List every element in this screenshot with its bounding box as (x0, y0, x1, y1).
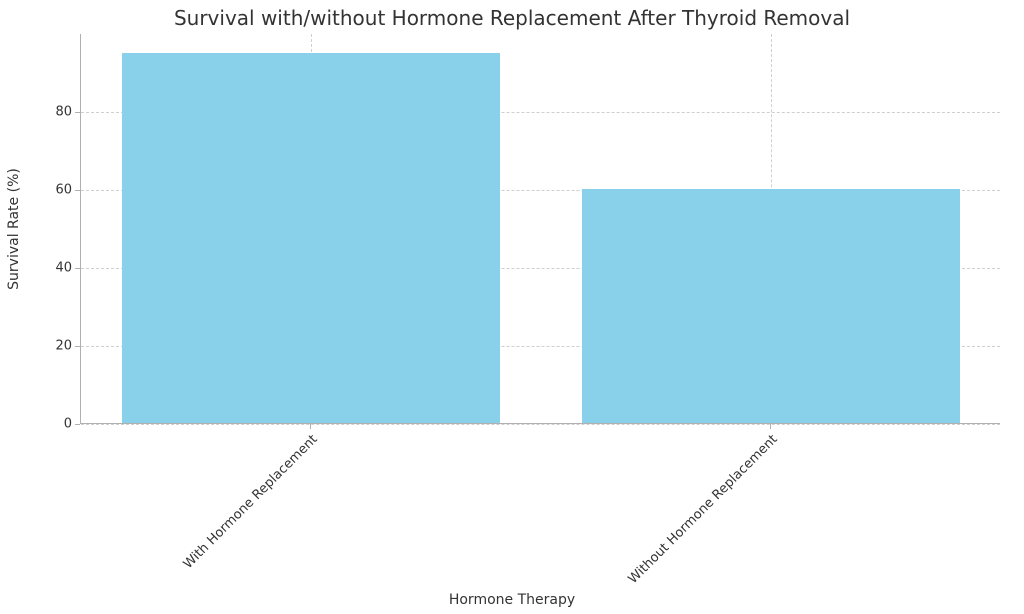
y-tick-mark (75, 346, 80, 347)
x-tick-mark (310, 424, 311, 429)
gridline-h (81, 424, 1000, 425)
x-tick-label: Without Hormone Replacement (626, 432, 781, 587)
x-tick-label: With Hormone Replacement (181, 432, 321, 572)
y-tick-label: 80 (12, 105, 72, 120)
y-tick-label: 20 (12, 339, 72, 354)
chart-title: Survival with/without Hormone Replacemen… (0, 6, 1024, 30)
bar (122, 53, 499, 424)
y-tick-mark (75, 268, 80, 269)
x-axis-label: Hormone Therapy (0, 592, 1024, 608)
y-tick-label: 40 (12, 261, 72, 276)
y-tick-mark (75, 424, 80, 425)
y-tick-mark (75, 112, 80, 113)
plot-area (80, 34, 1000, 424)
chart-container: Survival with/without Hormone Replacemen… (0, 0, 1024, 614)
y-tick-label: 0 (12, 417, 72, 432)
y-tick-label: 60 (12, 183, 72, 198)
y-tick-mark (75, 190, 80, 191)
bar (582, 189, 959, 423)
x-tick-mark (770, 424, 771, 429)
